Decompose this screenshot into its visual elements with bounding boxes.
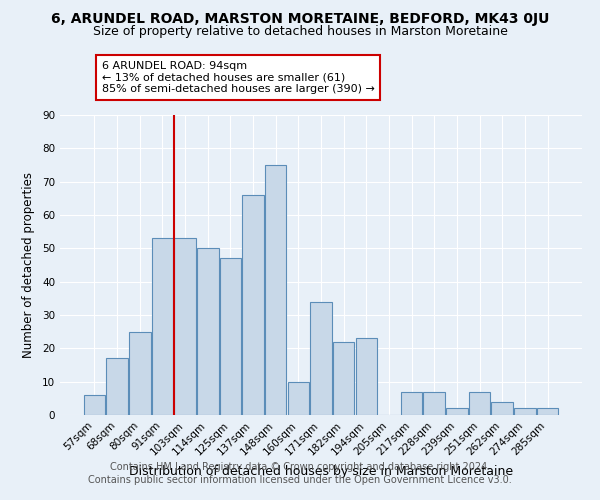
Bar	[287, 382, 309, 415]
Bar	[514, 408, 536, 415]
Bar	[491, 402, 513, 415]
Bar	[84, 395, 105, 415]
Y-axis label: Number of detached properties: Number of detached properties	[22, 172, 35, 358]
Bar	[152, 238, 173, 415]
X-axis label: Distribution of detached houses by size in Marston Moretaine: Distribution of detached houses by size …	[129, 465, 513, 478]
Bar	[446, 408, 467, 415]
Bar	[106, 358, 128, 415]
Bar	[469, 392, 490, 415]
Bar	[356, 338, 377, 415]
Text: 6, ARUNDEL ROAD, MARSTON MORETAINE, BEDFORD, MK43 0JU: 6, ARUNDEL ROAD, MARSTON MORETAINE, BEDF…	[51, 12, 549, 26]
Bar	[175, 238, 196, 415]
Bar	[401, 392, 422, 415]
Bar	[220, 258, 241, 415]
Bar	[242, 195, 264, 415]
Bar	[537, 408, 558, 415]
Bar	[197, 248, 218, 415]
Text: Contains public sector information licensed under the Open Government Licence v3: Contains public sector information licen…	[88, 475, 512, 485]
Bar	[310, 302, 332, 415]
Bar	[424, 392, 445, 415]
Text: Contains HM Land Registry data © Crown copyright and database right 2024.: Contains HM Land Registry data © Crown c…	[110, 462, 490, 472]
Text: 6 ARUNDEL ROAD: 94sqm
← 13% of detached houses are smaller (61)
85% of semi-deta: 6 ARUNDEL ROAD: 94sqm ← 13% of detached …	[102, 61, 374, 94]
Bar	[265, 165, 286, 415]
Bar	[129, 332, 151, 415]
Bar	[333, 342, 355, 415]
Text: Size of property relative to detached houses in Marston Moretaine: Size of property relative to detached ho…	[92, 25, 508, 38]
